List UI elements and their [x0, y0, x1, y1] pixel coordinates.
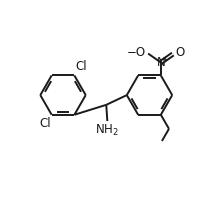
Text: NH$_2$: NH$_2$: [95, 123, 119, 138]
Text: Cl: Cl: [75, 60, 87, 73]
Text: +: +: [161, 55, 168, 64]
Text: O: O: [175, 46, 184, 59]
Text: Cl: Cl: [39, 117, 51, 130]
Text: N: N: [157, 56, 165, 69]
Text: −O: −O: [126, 46, 145, 59]
